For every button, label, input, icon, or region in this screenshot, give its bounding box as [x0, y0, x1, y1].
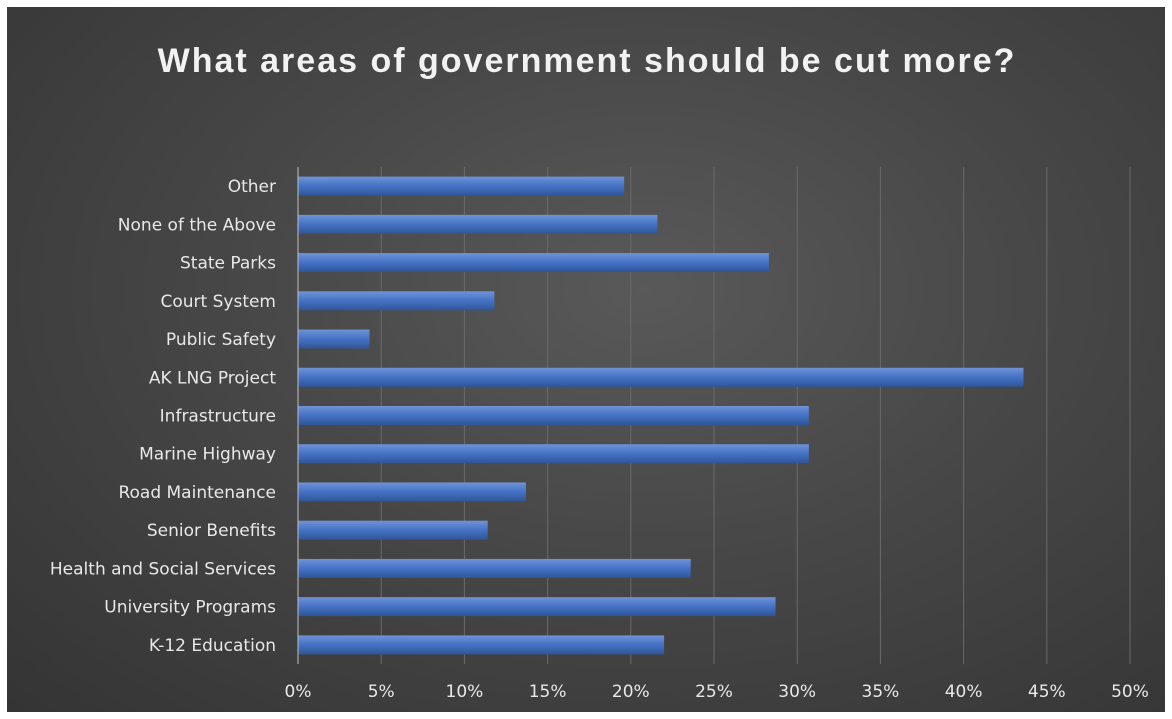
category-label: AK LNG Project [149, 368, 276, 388]
bar [298, 214, 658, 234]
bar [298, 520, 488, 540]
category-labels: Other None of the Above State Parks Court S… [50, 177, 276, 656]
x-tick-label: 10% [446, 682, 484, 702]
category-label: K-12 Education [149, 636, 276, 656]
category-label: Road Maintenance [118, 483, 276, 503]
bar [298, 444, 809, 464]
bar [298, 482, 526, 502]
category-label: State Parks [180, 254, 276, 274]
chart-frame: What areas of government should be cut m… [7, 7, 1165, 712]
bar [298, 597, 776, 617]
bar [298, 291, 495, 311]
x-tick-label: 15% [529, 682, 567, 702]
bar [298, 176, 625, 196]
bar [298, 367, 1024, 387]
category-label: Marine Highway [139, 445, 276, 465]
category-label: Other [228, 177, 276, 197]
x-tick-label: 45% [1028, 682, 1066, 702]
category-label: Public Safety [166, 330, 276, 350]
category-label: University Programs [104, 598, 276, 618]
x-tick-label: 35% [862, 682, 900, 702]
category-label: Infrastructure [160, 407, 276, 427]
x-tick-label: 30% [778, 682, 816, 702]
bar [298, 329, 370, 349]
category-label: Court System [161, 292, 277, 312]
x-tick-label: 5% [368, 682, 395, 702]
x-tick-labels: 0% 5% 10% 15% 20% 25% 30% 35% 40% 45% 50% [285, 682, 1149, 702]
x-tick-label: 40% [945, 682, 983, 702]
x-tick-label: 20% [612, 682, 650, 702]
bar [298, 406, 809, 425]
x-tick-label: 50% [1111, 682, 1149, 702]
bar [298, 635, 665, 655]
bars [298, 176, 1024, 655]
bar-chart: Other None of the Above State Parks Court S… [50, 167, 1149, 702]
x-tick-label: 0% [285, 682, 312, 702]
chart-title: What areas of government should be cut m… [157, 42, 1017, 80]
category-label: Health and Social Services [50, 559, 276, 579]
category-label: Senior Benefits [147, 521, 276, 541]
category-label: None of the Above [118, 215, 276, 235]
bar [298, 253, 769, 273]
bar [298, 558, 691, 578]
x-tick-label: 25% [695, 682, 733, 702]
